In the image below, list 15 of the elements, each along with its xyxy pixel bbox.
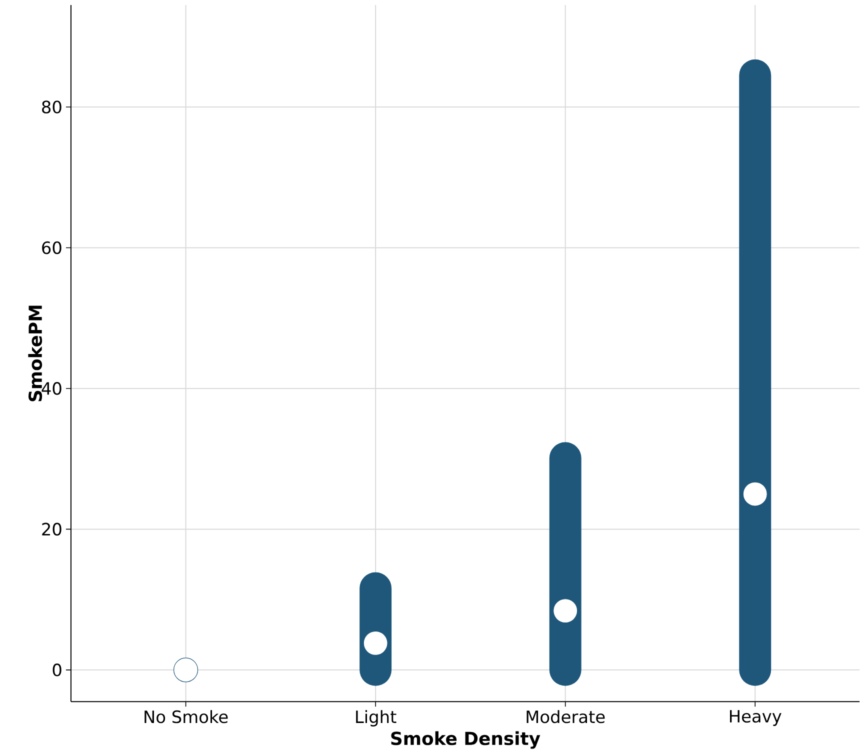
y-axis-title: SmokePM — [28, 306, 42, 402]
point — [173, 658, 198, 682]
x-axis-title: Smoke Density — [391, 732, 540, 750]
point — [363, 631, 388, 656]
x-tick-label: No Smoke — [144, 710, 228, 724]
point — [553, 598, 578, 624]
y-tick-label: 60 — [42, 242, 62, 254]
x-tick-label: Heavy — [730, 710, 782, 726]
y-tick-label: 20 — [42, 523, 62, 536]
point — [742, 482, 768, 507]
y-tick-label: 0 — [52, 664, 62, 677]
y-tick-label: 80 — [42, 100, 62, 114]
x-tick-label: Light — [356, 710, 396, 727]
x-tick-label: Moderate — [526, 710, 605, 724]
y-tick-label: 40 — [42, 382, 62, 396]
